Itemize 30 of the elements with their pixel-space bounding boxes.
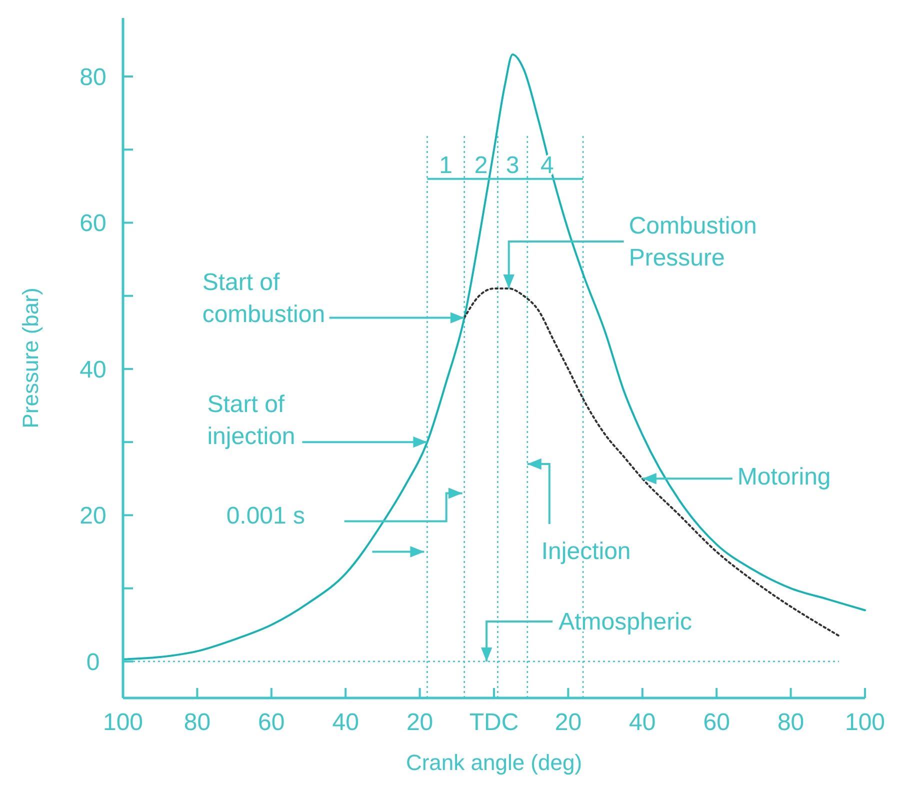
- y-axis-title: Pressure (bar): [18, 288, 43, 428]
- line-series: [463, 288, 840, 637]
- x-tick-label: 80: [777, 709, 804, 736]
- x-tick-label: 60: [703, 709, 730, 736]
- annotation: Start of injection: [207, 391, 296, 450]
- x-tick-label: 100: [102, 709, 144, 736]
- x-tick-label: 60: [258, 709, 285, 736]
- y-tick-label: 40: [80, 356, 106, 384]
- y-tick-label: 80: [80, 64, 106, 91]
- x-tick-label: 20: [406, 709, 434, 736]
- x-tick-label: 40: [332, 709, 359, 736]
- x-tick-label: 20: [554, 709, 582, 736]
- annotation: Start of combustion: [202, 268, 326, 328]
- annotation: Combustion Pressure: [628, 212, 757, 272]
- y-tick-label: 0: [86, 648, 100, 676]
- x-tick-label: 40: [629, 709, 656, 736]
- x-tick-label: TDC: [469, 709, 519, 736]
- line-series: [122, 54, 866, 660]
- annotation: Atmospheric: [558, 608, 692, 636]
- x-axis-title: Crank angle (deg): [406, 750, 582, 775]
- y-tick-label: 60: [80, 210, 106, 238]
- y-tick-label: 20: [80, 502, 106, 530]
- x-tick-label: 80: [184, 709, 211, 736]
- x-tick-label: 100: [844, 709, 886, 736]
- annotation: 0.001 s: [226, 502, 306, 530]
- annotation: Injection: [541, 538, 631, 566]
- annotation: Motoring: [737, 464, 831, 491]
- annotation: 1: [439, 152, 452, 179]
- annotation: 3: [506, 152, 520, 179]
- annotation: 2: [474, 152, 488, 179]
